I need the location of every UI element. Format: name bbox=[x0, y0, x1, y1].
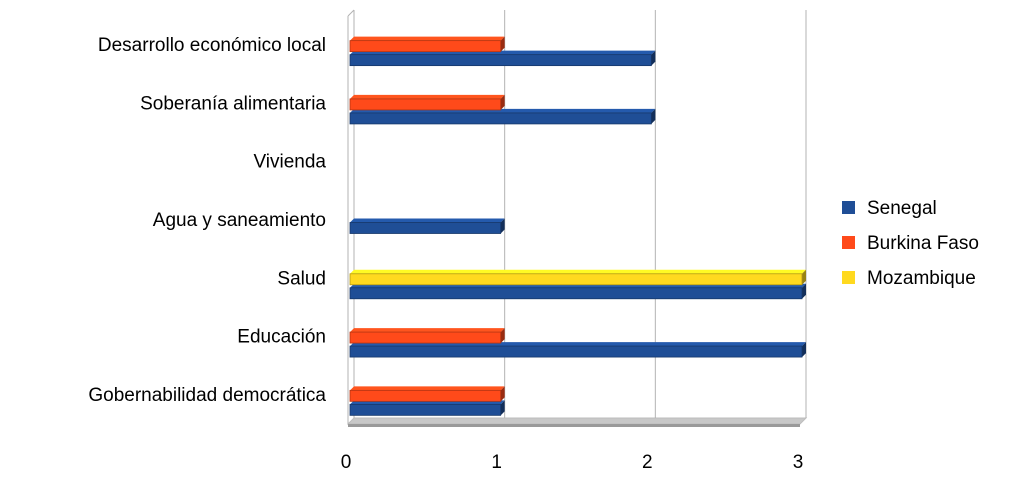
x-tick-label: 0 bbox=[341, 452, 352, 473]
bar-senegal bbox=[349, 218, 505, 234]
legend-swatch bbox=[842, 201, 855, 214]
bar-burkina-faso bbox=[349, 386, 505, 402]
bar-senegal bbox=[349, 342, 806, 358]
bar-mozambique bbox=[349, 269, 806, 286]
bar-end-face bbox=[651, 50, 656, 66]
legend-item-burkina-faso: Burkina Faso bbox=[842, 233, 979, 254]
bar-senegal bbox=[349, 50, 656, 67]
bar-burkina-faso bbox=[349, 36, 505, 53]
legend-item-mozambique: Mozambique bbox=[842, 268, 976, 289]
bar-front-face bbox=[349, 331, 502, 344]
chart-floor bbox=[346, 417, 808, 425]
bar-front-face bbox=[349, 112, 652, 125]
category-label: Educación bbox=[237, 327, 326, 348]
x-tick-label: 1 bbox=[491, 452, 502, 473]
bar-front-face bbox=[349, 403, 502, 416]
legend-item-senegal: Senegal bbox=[842, 198, 937, 219]
bar-front-face bbox=[349, 98, 502, 111]
bar-end-face bbox=[500, 400, 505, 416]
bar-senegal bbox=[349, 400, 505, 416]
bar-top-face bbox=[350, 36, 505, 41]
category-label: Desarrollo económico local bbox=[98, 35, 326, 56]
bar-top-face bbox=[350, 94, 505, 99]
bar-end-face bbox=[500, 386, 505, 402]
bar-end-face bbox=[500, 36, 505, 52]
bar-front-face bbox=[349, 389, 502, 402]
bar-end-face bbox=[802, 342, 806, 358]
bar-front-face bbox=[349, 345, 803, 358]
category-label: Agua y saneamiento bbox=[153, 210, 326, 231]
bar-burkina-faso bbox=[349, 94, 505, 111]
bar-burkina-faso bbox=[349, 328, 505, 344]
x-tick-label: 2 bbox=[642, 452, 653, 473]
bar-end-face bbox=[500, 328, 505, 344]
bar-front-face bbox=[349, 222, 502, 234]
left-wall-top bbox=[347, 9, 355, 17]
bar-front-face bbox=[349, 40, 502, 53]
bar-top-face bbox=[350, 269, 806, 274]
bar-top-face bbox=[350, 328, 505, 333]
legend-swatch bbox=[842, 271, 855, 284]
legend-label: Mozambique bbox=[867, 268, 976, 289]
bar-end-face bbox=[651, 108, 656, 124]
axes: Desarrollo económico local Soberanía alim… bbox=[88, 35, 803, 473]
bar-front-face bbox=[349, 54, 652, 67]
bar-senegal bbox=[349, 283, 806, 300]
chart-floor-edge bbox=[348, 424, 800, 427]
bar-top-face bbox=[350, 218, 505, 223]
category-label: Gobernabilidad democrática bbox=[88, 385, 326, 406]
legend-label: Senegal bbox=[867, 198, 937, 219]
category-label: Vivienda bbox=[253, 152, 326, 173]
bar-end-face bbox=[500, 94, 505, 110]
category-label: Soberanía alimentaria bbox=[140, 93, 326, 114]
legend-label: Burkina Faso bbox=[867, 233, 979, 254]
bar-senegal bbox=[349, 108, 656, 125]
bar-top-face bbox=[350, 386, 505, 391]
bar-end-face bbox=[802, 283, 806, 299]
x-tick-label: 3 bbox=[793, 452, 804, 473]
category-label: Salud bbox=[277, 268, 326, 289]
legend-swatch bbox=[842, 236, 855, 249]
bar-front-face bbox=[349, 287, 803, 300]
bar-front-face bbox=[349, 273, 803, 286]
bars bbox=[349, 36, 806, 416]
bar-end-face bbox=[802, 269, 806, 285]
legend: Senegal Burkina Faso Mozambique bbox=[842, 198, 979, 289]
bar-end-face bbox=[500, 218, 505, 234]
grid bbox=[346, 9, 808, 427]
